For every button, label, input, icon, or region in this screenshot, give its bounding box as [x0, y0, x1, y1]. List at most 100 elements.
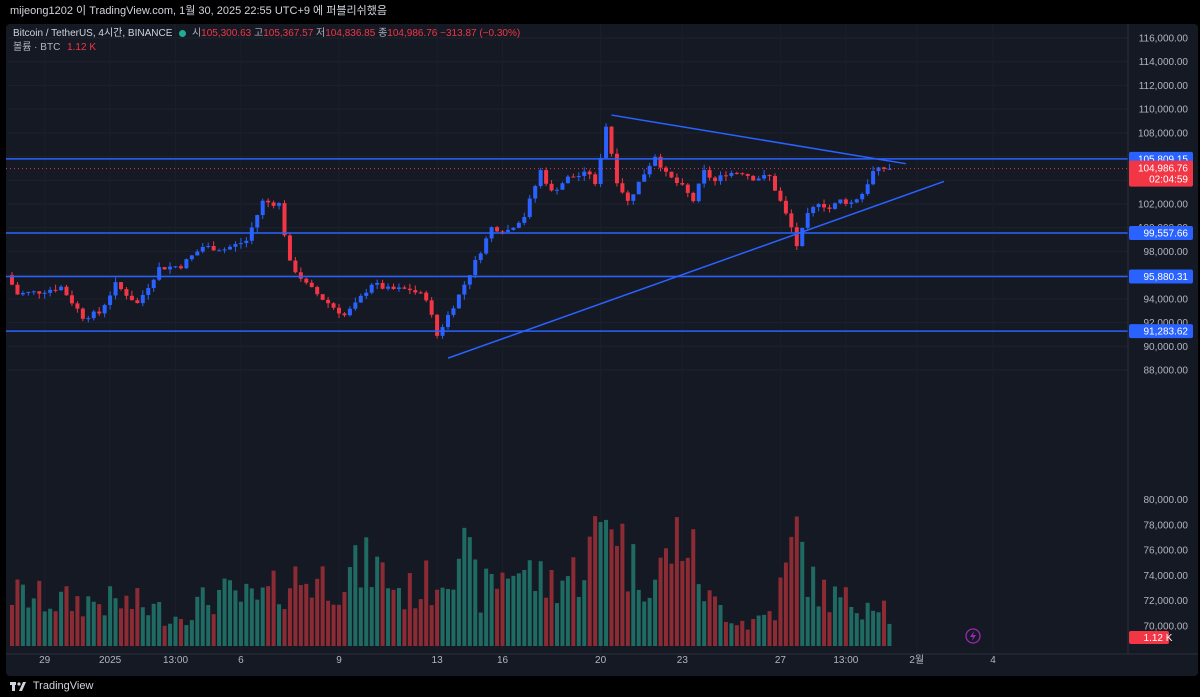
- candle[interactable]: [446, 311, 450, 330]
- candle[interactable]: [331, 302, 336, 310]
- candle[interactable]: [756, 175, 761, 181]
- candle[interactable]: [854, 198, 859, 204]
- candle[interactable]: [478, 251, 483, 264]
- candle[interactable]: [822, 199, 827, 212]
- candle[interactable]: [413, 285, 418, 295]
- candle[interactable]: [162, 266, 167, 270]
- candle[interactable]: [495, 225, 500, 233]
- candle[interactable]: [255, 214, 260, 233]
- candle[interactable]: [533, 184, 538, 203]
- candle[interactable]: [800, 227, 805, 247]
- candle[interactable]: [353, 297, 358, 311]
- candle[interactable]: [189, 254, 194, 262]
- candle[interactable]: [97, 307, 102, 316]
- candle[interactable]: [811, 205, 816, 217]
- candle[interactable]: [734, 171, 739, 175]
- candle[interactable]: [59, 284, 64, 291]
- candle[interactable]: [91, 309, 96, 321]
- candle[interactable]: [391, 283, 396, 290]
- candle[interactable]: [887, 163, 892, 170]
- candle[interactable]: [266, 198, 271, 208]
- candle[interactable]: [669, 171, 674, 179]
- candle[interactable]: [200, 243, 205, 254]
- candle[interactable]: [337, 303, 341, 319]
- trendlines[interactable]: [447, 114, 945, 359]
- candle[interactable]: [680, 178, 685, 186]
- candle[interactable]: [805, 207, 810, 230]
- candle[interactable]: [244, 237, 249, 248]
- candle[interactable]: [723, 171, 728, 182]
- trendline[interactable]: [447, 180, 945, 359]
- candle[interactable]: [369, 282, 374, 295]
- candle[interactable]: [277, 202, 282, 210]
- candle[interactable]: [80, 307, 85, 322]
- candle[interactable]: [135, 297, 140, 304]
- candle[interactable]: [260, 198, 265, 220]
- candle[interactable]: [685, 183, 690, 198]
- candle[interactable]: [424, 290, 429, 303]
- candle[interactable]: [614, 148, 619, 187]
- candle[interactable]: [571, 173, 576, 178]
- candle[interactable]: [320, 294, 325, 301]
- candle[interactable]: [658, 153, 663, 172]
- candle[interactable]: [315, 285, 320, 297]
- candle[interactable]: [860, 192, 865, 203]
- candle[interactable]: [195, 249, 200, 256]
- candle[interactable]: [37, 291, 42, 299]
- candle[interactable]: [364, 288, 369, 300]
- candle[interactable]: [429, 297, 434, 318]
- candle[interactable]: [10, 272, 14, 286]
- candle[interactable]: [228, 244, 232, 251]
- candle[interactable]: [48, 286, 53, 297]
- candle[interactable]: [380, 279, 385, 290]
- price-chart[interactable]: 88,000.0090,000.0092,000.0094,000.0096,0…: [6, 24, 1198, 676]
- candle[interactable]: [64, 284, 69, 296]
- candle[interactable]: [664, 166, 668, 177]
- candle[interactable]: [386, 283, 391, 291]
- symbol-title[interactable]: Bitcoin / TetherUS, 4시간, BINANCE: [13, 28, 173, 39]
- candle[interactable]: [631, 194, 636, 205]
- candle[interactable]: [702, 164, 707, 188]
- candle[interactable]: [565, 174, 570, 184]
- candle[interactable]: [505, 224, 510, 233]
- candle[interactable]: [309, 279, 314, 288]
- candle[interactable]: [435, 313, 440, 339]
- candle[interactable]: [674, 173, 679, 187]
- candle[interactable]: [871, 166, 876, 186]
- candle[interactable]: [298, 267, 303, 282]
- candle[interactable]: [718, 171, 723, 185]
- candle[interactable]: [843, 197, 848, 207]
- candle[interactable]: [832, 202, 837, 210]
- candle[interactable]: [418, 290, 423, 294]
- candle[interactable]: [527, 194, 532, 219]
- candle[interactable]: [865, 179, 870, 196]
- candle[interactable]: [489, 226, 494, 243]
- candle[interactable]: [740, 172, 745, 176]
- candle[interactable]: [522, 212, 527, 226]
- candle[interactable]: [396, 283, 401, 292]
- candle[interactable]: [773, 173, 777, 192]
- candle[interactable]: [838, 199, 843, 205]
- candle[interactable]: [271, 200, 276, 209]
- candle[interactable]: [173, 266, 178, 269]
- candle[interactable]: [211, 241, 216, 251]
- candle[interactable]: [119, 281, 123, 291]
- candle[interactable]: [26, 291, 31, 296]
- candle[interactable]: [604, 123, 609, 159]
- candle[interactable]: [593, 172, 598, 187]
- candle[interactable]: [778, 187, 783, 202]
- candle[interactable]: [484, 236, 489, 256]
- candle[interactable]: [287, 232, 292, 261]
- candle[interactable]: [794, 222, 799, 250]
- candle[interactable]: [282, 200, 287, 238]
- candle[interactable]: [751, 175, 756, 181]
- candle[interactable]: [86, 315, 91, 323]
- candle[interactable]: [129, 290, 134, 301]
- candle[interactable]: [582, 167, 587, 181]
- candle[interactable]: [827, 204, 832, 213]
- candle[interactable]: [789, 209, 794, 233]
- candle[interactable]: [206, 242, 211, 249]
- candle[interactable]: [102, 303, 107, 318]
- chart-panel[interactable]: 88,000.0090,000.0092,000.0094,000.0096,0…: [6, 24, 1198, 676]
- candle[interactable]: [402, 285, 407, 290]
